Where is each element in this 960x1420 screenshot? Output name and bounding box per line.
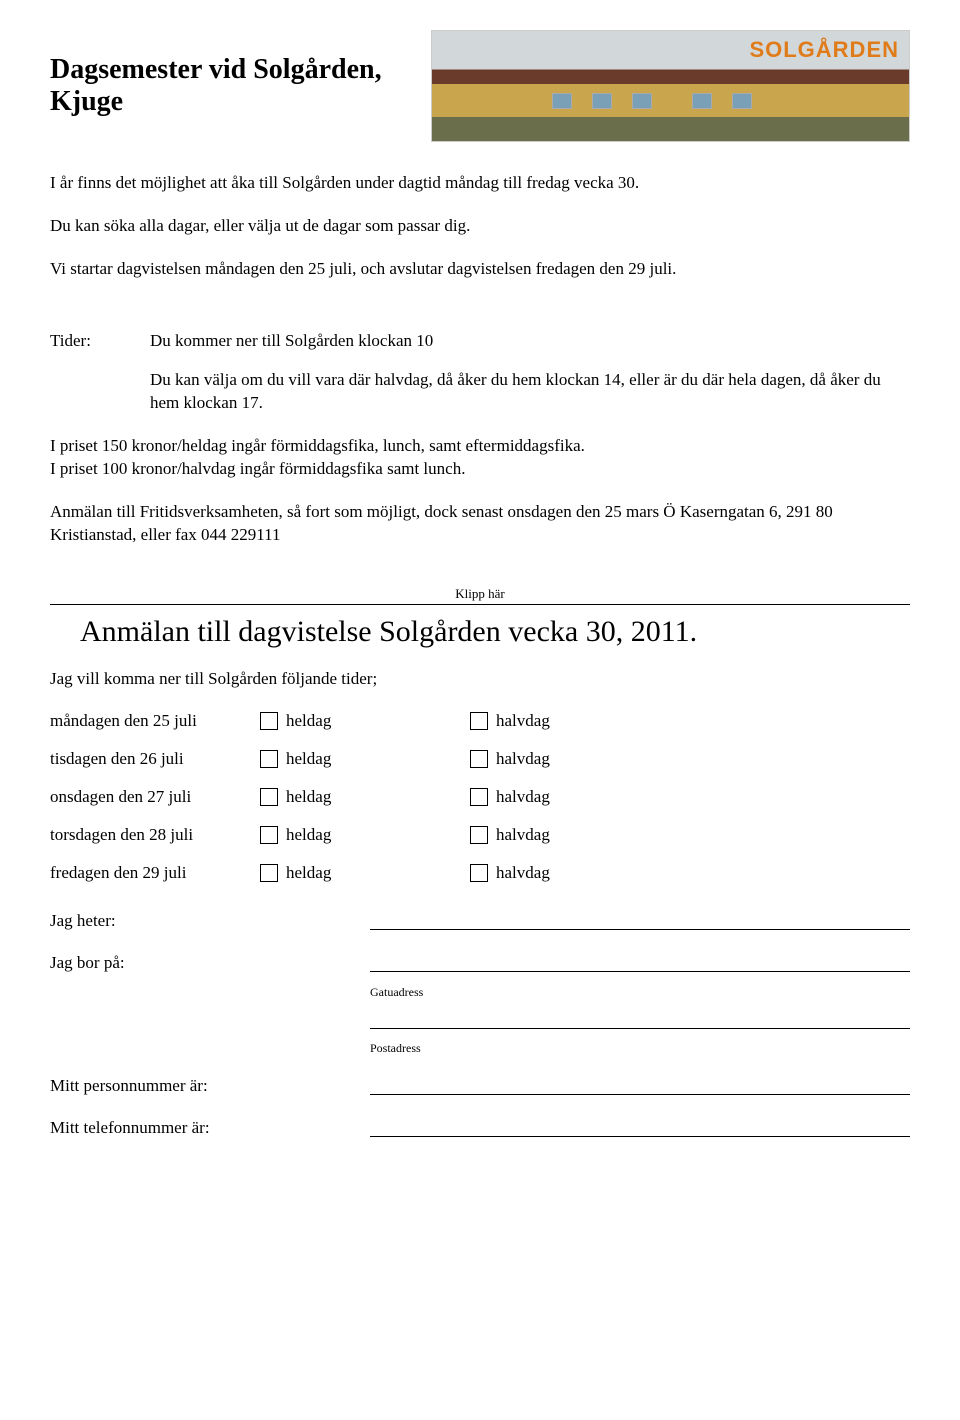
window-shape [732,93,752,109]
intro-paragraph-1: I år finns det möjlighet att åka till So… [50,172,910,195]
header-row: Dagsemester vid Solgården, Kjuge SOLGÅRD… [50,30,910,142]
checkbox-halvdag[interactable] [470,788,488,806]
heldag-label: heldag [286,711,331,731]
tel-input-line[interactable] [370,1118,910,1137]
day-label: fredagen den 29 juli [50,863,260,883]
halvdag-label: halvdag [496,825,550,845]
heldag-label: heldag [286,749,331,769]
name-label: Jag heter: [50,911,370,931]
halvdag-cell: halvdag [470,711,680,731]
checkbox-halvdag[interactable] [470,826,488,844]
heldag-label: heldag [286,787,331,807]
form-title: Anmälan till dagvistelse Solgården vecka… [80,615,910,649]
checkbox-heldag[interactable] [260,864,278,882]
name-input-line[interactable] [370,911,910,930]
checkbox-halvdag[interactable] [470,864,488,882]
day-row-wednesday: onsdagen den 27 juli heldag halvdag [50,787,910,807]
heldag-cell: heldag [260,825,470,845]
day-label: torsdagen den 28 juli [50,825,260,845]
intro-section: I år finns det möjlighet att åka till So… [50,172,910,281]
pris-section: I priset 150 kronor/heldag ingår förmidd… [50,435,910,481]
post-label-empty [50,1010,370,1029]
address-label: Jag bor på: [50,953,370,973]
post-row [50,1010,910,1029]
window-shape [692,93,712,109]
window-shape [592,93,612,109]
halvdag-cell: halvdag [470,863,680,883]
document-page: Dagsemester vid Solgården, Kjuge SOLGÅRD… [0,0,960,1158]
halvdag-label: halvdag [496,711,550,731]
day-row-friday: fredagen den 29 juli heldag halvdag [50,863,910,883]
tider-row: Tider: Du kommer ner till Solgården kloc… [50,331,910,351]
halvdag-cell: halvdag [470,825,680,845]
window-shape [632,93,652,109]
checkbox-halvdag[interactable] [470,750,488,768]
heldag-label: heldag [286,863,331,883]
day-row-thursday: torsdagen den 28 juli heldag halvdag [50,825,910,845]
form-intro: Jag vill komma ner till Solgården följan… [50,669,910,689]
gatu-caption: Gatuadress [370,985,910,1000]
tider-line-1: Du kommer ner till Solgården klockan 10 [150,331,433,351]
heldag-cell: heldag [260,787,470,807]
name-row: Jag heter: [50,911,910,931]
pris-line-1: I priset 150 kronor/heldag ingår förmidd… [50,435,910,458]
heldag-label: heldag [286,825,331,845]
tider-label: Tider: [50,331,150,351]
halvdag-cell: halvdag [470,787,680,807]
post-input-line[interactable] [370,1010,910,1029]
personnr-row: Mitt personnummer är: [50,1076,910,1096]
tel-row: Mitt telefonnummer är: [50,1118,910,1138]
tider-line-2: Du kan välja om du vill vara där halvdag… [150,369,910,415]
anmalan-info: Anmälan till Fritidsverksamheten, så for… [50,501,910,547]
day-row-tuesday: tisdagen den 26 juli heldag halvdag [50,749,910,769]
address-row: Jag bor på: [50,953,910,973]
anmalan-info-text: Anmälan till Fritidsverksamheten, så for… [50,501,910,547]
tel-label: Mitt telefonnummer är: [50,1118,370,1138]
checkbox-heldag[interactable] [260,788,278,806]
cut-line [50,604,910,605]
page-title: Dagsemester vid Solgården, Kjuge [50,54,427,118]
checkbox-halvdag[interactable] [470,712,488,730]
heldag-cell: heldag [260,711,470,731]
intro-paragraph-3: Vi startar dagvistelsen måndagen den 25 … [50,258,910,281]
checkbox-heldag[interactable] [260,826,278,844]
window-shape [552,93,572,109]
halvdag-label: halvdag [496,863,550,883]
klipp-label: Klipp här [50,586,910,602]
halvdag-label: halvdag [496,749,550,769]
pris-line-2: I priset 100 kronor/halvdag ingår förmid… [50,458,910,481]
intro-paragraph-2: Du kan söka alla dagar, eller välja ut d… [50,215,910,238]
address-input-line[interactable] [370,953,910,972]
day-label: tisdagen den 26 juli [50,749,260,769]
personnr-input-line[interactable] [370,1076,910,1095]
personnr-label: Mitt personnummer är: [50,1076,370,1096]
header-image: SOLGÅRDEN [431,30,910,142]
post-caption: Postadress [370,1041,910,1056]
day-label: måndagen den 25 juli [50,711,260,731]
day-label: onsdagen den 27 juli [50,787,260,807]
heldag-cell: heldag [260,863,470,883]
solgarden-logo: SOLGÅRDEN [749,37,899,63]
halvdag-label: halvdag [496,787,550,807]
day-row-monday: måndagen den 25 juli heldag halvdag [50,711,910,731]
checkbox-heldag[interactable] [260,712,278,730]
heldag-cell: heldag [260,749,470,769]
halvdag-cell: halvdag [470,749,680,769]
checkbox-heldag[interactable] [260,750,278,768]
